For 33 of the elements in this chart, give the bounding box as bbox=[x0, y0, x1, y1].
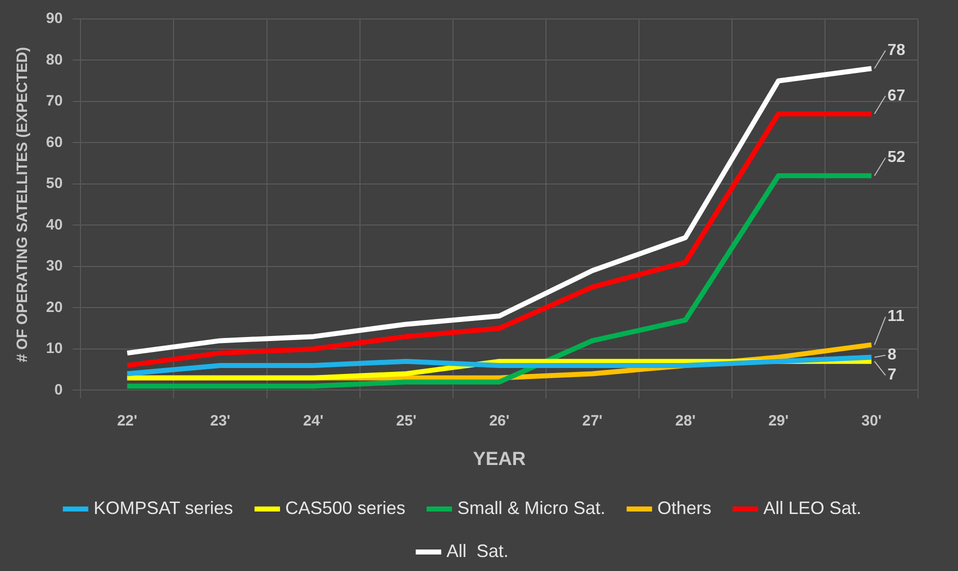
x-tick-label: 29' bbox=[768, 412, 789, 430]
data-label: 11 bbox=[887, 308, 904, 326]
legend-label: Small & Micro Sat. bbox=[457, 498, 606, 518]
x-tick-label: 23' bbox=[210, 412, 230, 430]
y-tick-label: 40 bbox=[46, 216, 63, 234]
legend-label: All LEO Sat. bbox=[763, 498, 862, 518]
y-axis-title: # OF OPERATING SATELLITES (EXPECTED) bbox=[14, 46, 32, 362]
y-tick-label: 70 bbox=[46, 92, 63, 110]
x-tick-label: 27' bbox=[582, 412, 603, 430]
data-label: 8 bbox=[887, 346, 896, 364]
x-tick-label: 28' bbox=[675, 412, 696, 430]
y-tick-label: 10 bbox=[46, 340, 63, 358]
y-tick-label: 0 bbox=[54, 381, 63, 398]
x-tick-label: 26' bbox=[489, 412, 510, 430]
y-tick-label: 20 bbox=[46, 298, 63, 316]
legend-label: All Sat. bbox=[446, 540, 509, 561]
x-axis-title: YEAR bbox=[472, 448, 526, 470]
data-label: 52 bbox=[887, 149, 906, 166]
x-tick-label: 22' bbox=[117, 412, 138, 430]
y-tick-label: 30 bbox=[46, 258, 63, 275]
y-tick-label: 50 bbox=[46, 175, 63, 192]
legend-label: Others bbox=[657, 498, 712, 518]
y-tick-label: 80 bbox=[46, 51, 63, 68]
data-label: 78 bbox=[887, 42, 906, 59]
x-tick-label: 25' bbox=[396, 412, 416, 430]
y-tick-label: 60 bbox=[46, 134, 63, 151]
x-tick-label: 30' bbox=[861, 412, 882, 430]
legend-label: KOMPSAT series bbox=[94, 498, 233, 518]
y-tick-label: 90 bbox=[46, 10, 63, 28]
data-label: 7 bbox=[887, 366, 896, 384]
data-label: 67 bbox=[887, 87, 906, 104]
x-tick-label: 24' bbox=[303, 412, 324, 430]
legend-label: CAS500 series bbox=[285, 498, 406, 518]
